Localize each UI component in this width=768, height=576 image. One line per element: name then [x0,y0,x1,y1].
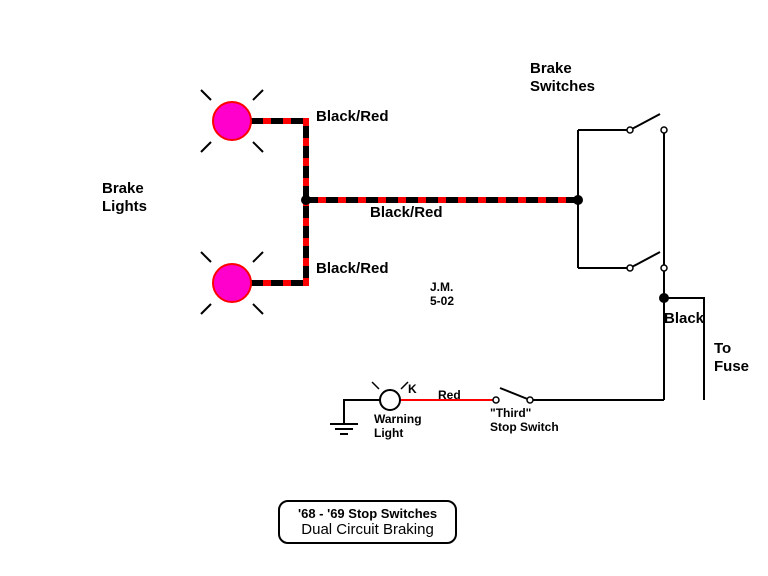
wire-label-top: Black/Red [316,108,389,125]
brake-switches-label-2: Switches [530,78,595,95]
black-wire-label: Black [664,310,704,327]
third-label-2: Stop Switch [490,420,559,434]
brake-switches-label-1: Brake [530,60,572,77]
to-fuse-label-2: Fuse [714,358,749,375]
third-label-1: "Third" [490,406,531,420]
warning-label-2: Light [374,426,403,440]
to-fuse-label-1: To [714,340,731,357]
credit-label-1: J.M. [430,280,453,294]
title-line-1: '68 - '69 Stop Switches [298,506,437,521]
k-label: K [408,382,417,396]
warning-label-1: Warning [374,412,422,426]
wire-label-bot: Black/Red [316,260,389,277]
wire-label-mid: Black/Red [370,204,443,221]
brake-lights-label-1: Brake [102,180,144,197]
title-box: '68 - '69 Stop Switches Dual Circuit Bra… [278,500,457,544]
red-wire-label: Red [438,388,461,402]
credit-label-2: 5-02 [430,294,454,308]
brake-lights-label-2: Lights [102,198,147,215]
title-line-2: Dual Circuit Braking [298,521,437,538]
wiring-diagram [0,0,768,576]
